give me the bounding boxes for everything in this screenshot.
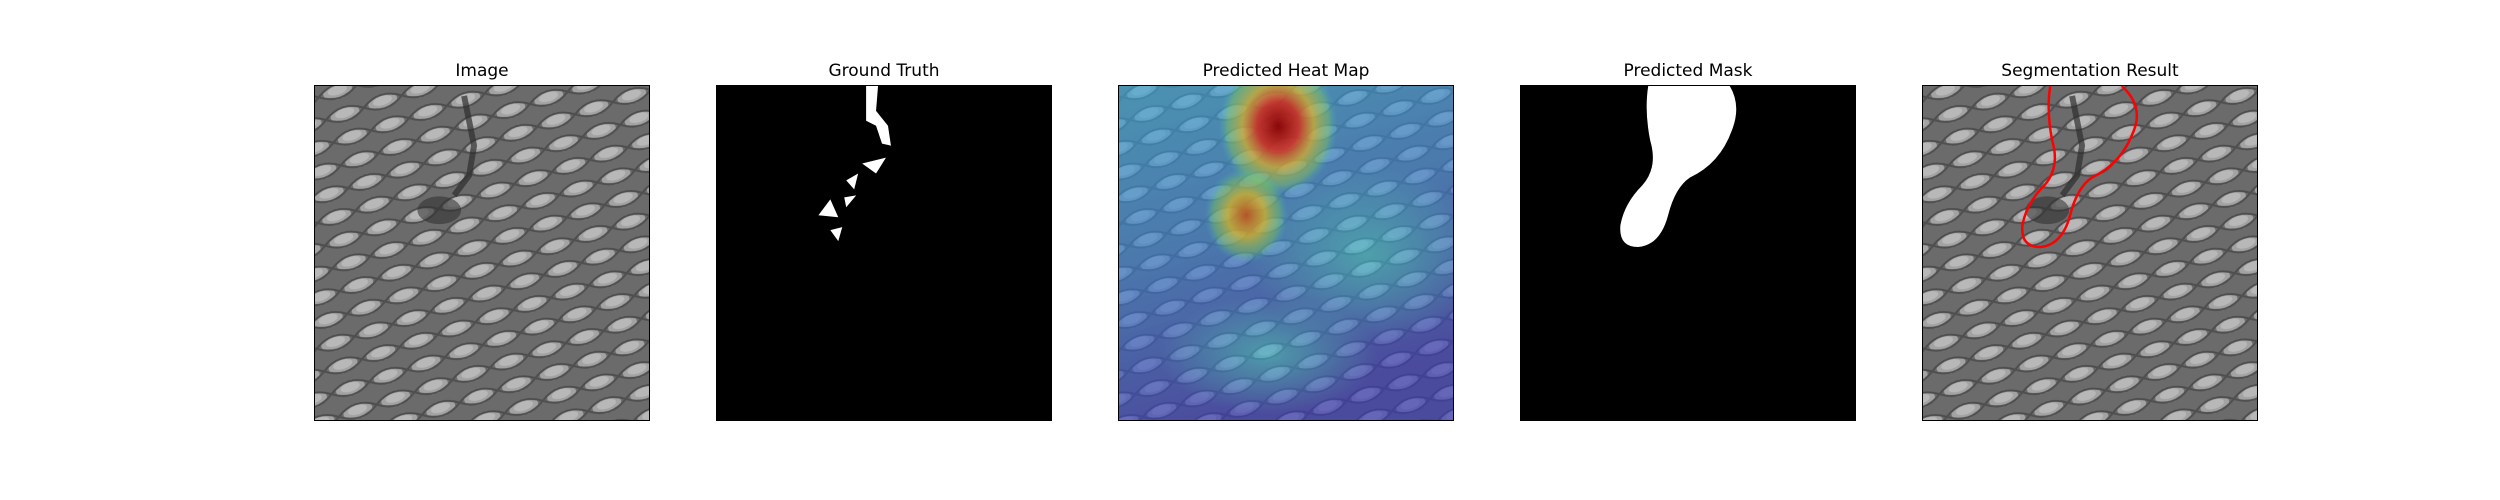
predicted-mask bbox=[1520, 85, 1856, 421]
mesh-texture-image bbox=[315, 86, 649, 420]
gt-region bbox=[846, 173, 859, 190]
segmentation-contour bbox=[2021, 86, 2138, 249]
segmentation-image bbox=[1922, 85, 2258, 421]
panel-title: Segmentation Result bbox=[2001, 61, 2179, 81]
ground-truth-mask bbox=[716, 85, 1052, 421]
gt-region bbox=[844, 195, 857, 208]
defect-streak bbox=[451, 95, 478, 198]
heat-hotspot-secondary bbox=[1204, 167, 1288, 263]
heatmap-image bbox=[1118, 85, 1454, 421]
panel-title: Predicted Heat Map bbox=[1202, 61, 1370, 81]
panel-title: Image bbox=[455, 61, 509, 81]
panel-title: Predicted Mask bbox=[1623, 61, 1753, 81]
gt-region bbox=[862, 157, 886, 174]
gt-region bbox=[818, 199, 839, 218]
predicted-region bbox=[1620, 86, 1737, 248]
defect-spot bbox=[417, 196, 462, 225]
input-image bbox=[314, 85, 650, 421]
gt-region bbox=[866, 86, 891, 146]
gt-region bbox=[830, 227, 843, 242]
panel-title: Ground Truth bbox=[828, 61, 940, 81]
